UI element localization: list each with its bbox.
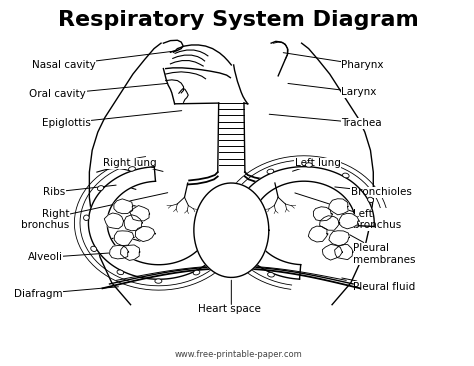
- Ellipse shape: [267, 169, 274, 174]
- Polygon shape: [135, 227, 155, 242]
- Ellipse shape: [268, 272, 274, 277]
- Text: Right
bronchus: Right bronchus: [21, 193, 168, 230]
- Ellipse shape: [91, 246, 97, 251]
- Polygon shape: [322, 244, 343, 260]
- Polygon shape: [114, 199, 133, 214]
- Ellipse shape: [98, 186, 104, 191]
- Ellipse shape: [343, 173, 349, 178]
- Text: Right lung: Right lung: [103, 158, 163, 171]
- Ellipse shape: [368, 197, 374, 202]
- Text: Larynx: Larynx: [288, 83, 377, 97]
- Text: Trachea: Trachea: [269, 114, 382, 128]
- Ellipse shape: [239, 251, 245, 256]
- Polygon shape: [130, 206, 150, 221]
- Ellipse shape: [220, 247, 227, 252]
- Polygon shape: [124, 215, 142, 231]
- Polygon shape: [120, 245, 140, 260]
- Ellipse shape: [128, 167, 136, 171]
- Text: Bronchioles: Bronchioles: [335, 187, 412, 197]
- Text: Nasal cavity: Nasal cavity: [32, 51, 177, 70]
- Text: Oral cavity: Oral cavity: [29, 83, 168, 99]
- Text: Respiratory System Diagram: Respiratory System Diagram: [58, 11, 419, 30]
- Polygon shape: [114, 231, 134, 246]
- Polygon shape: [328, 199, 348, 215]
- Polygon shape: [313, 207, 333, 221]
- Polygon shape: [194, 183, 269, 277]
- Polygon shape: [104, 213, 124, 229]
- Polygon shape: [338, 213, 359, 229]
- Ellipse shape: [305, 163, 312, 167]
- Text: Left
bronchus: Left bronchus: [295, 193, 401, 230]
- Text: Pleural fluid: Pleural fluid: [342, 278, 415, 291]
- Polygon shape: [308, 226, 328, 242]
- Text: Ribs: Ribs: [43, 185, 116, 197]
- Polygon shape: [89, 167, 229, 279]
- Text: www.free-printable-paper.com: www.free-printable-paper.com: [174, 350, 302, 359]
- Ellipse shape: [228, 220, 234, 226]
- Ellipse shape: [155, 279, 162, 283]
- Polygon shape: [109, 246, 128, 259]
- Polygon shape: [329, 231, 349, 246]
- Text: Heart space: Heart space: [198, 305, 260, 314]
- Text: Pharynx: Pharynx: [283, 53, 384, 70]
- Text: Pleural
membranes: Pleural membranes: [344, 232, 416, 265]
- Text: Left lung: Left lung: [292, 158, 340, 171]
- Text: Diafragm: Diafragm: [14, 287, 118, 299]
- Ellipse shape: [117, 270, 124, 274]
- Text: Epiglottis: Epiglottis: [42, 111, 182, 128]
- Ellipse shape: [239, 190, 245, 195]
- Ellipse shape: [83, 215, 89, 220]
- Polygon shape: [234, 167, 374, 279]
- Ellipse shape: [193, 270, 200, 275]
- Polygon shape: [335, 244, 353, 259]
- Text: Alveoli: Alveoli: [27, 252, 121, 262]
- Polygon shape: [319, 216, 340, 230]
